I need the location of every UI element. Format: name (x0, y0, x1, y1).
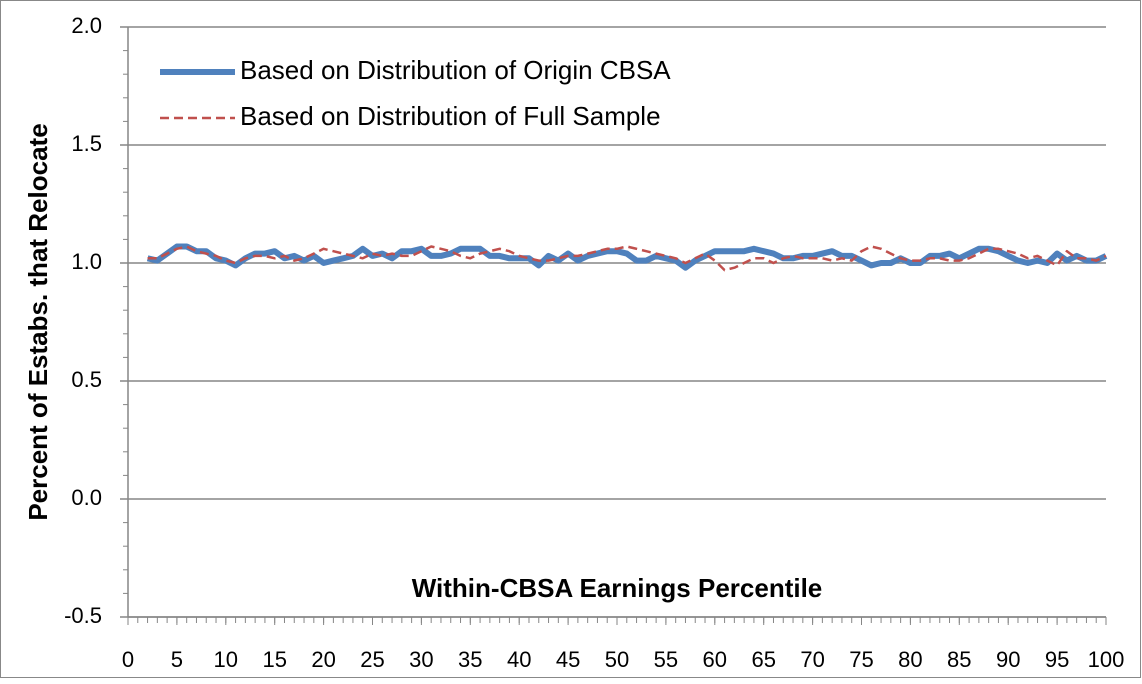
x-tick-label: 45 (556, 647, 580, 672)
x-tick-label: 10 (214, 647, 238, 672)
y-tick-label: -0.5 (64, 603, 102, 628)
x-tick-label: 100 (1088, 647, 1125, 672)
legend-label: Based on Distribution of Origin CBSA (240, 55, 671, 85)
y-tick-label: 1.5 (71, 131, 102, 156)
series-line (146, 243, 1108, 271)
y-tick-label: 1.0 (71, 249, 102, 274)
x-tick-label: 90 (996, 647, 1020, 672)
x-tick-label: 30 (409, 647, 433, 672)
x-tick-label: 40 (507, 647, 531, 672)
x-tick-label: 25 (360, 647, 384, 672)
x-tick-label: 95 (1045, 647, 1069, 672)
x-tick-label: 85 (947, 647, 971, 672)
y-tick-label: 2.0 (71, 13, 102, 38)
y-tick-label: 0.0 (71, 485, 102, 510)
x-tick-label: 80 (898, 647, 922, 672)
x-tick-label: 55 (654, 647, 678, 672)
x-tick-label: 35 (458, 647, 482, 672)
x-tick-label: 70 (800, 647, 824, 672)
x-tick-label: 20 (311, 647, 335, 672)
x-axis-label: Within-CBSA Earnings Percentile (412, 573, 823, 603)
series-line (147, 245, 1107, 272)
x-tick-label: 5 (171, 647, 183, 672)
legend-label: Based on Distribution of Full Sample (240, 101, 661, 131)
x-tick-label: 75 (849, 647, 873, 672)
y-tick-label: 0.5 (71, 367, 102, 392)
x-tick-label: 50 (605, 647, 629, 672)
x-tick-label: 15 (262, 647, 286, 672)
x-tick-label: 0 (122, 647, 134, 672)
x-tick-label: 65 (751, 647, 775, 672)
x-tick-label: 60 (703, 647, 727, 672)
y-axis-label: Percent of Estabs. that Relocate (23, 123, 53, 520)
